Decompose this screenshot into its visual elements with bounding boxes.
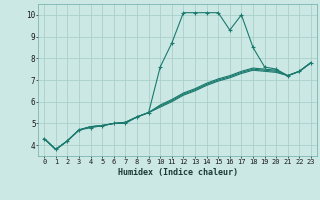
X-axis label: Humidex (Indice chaleur): Humidex (Indice chaleur) xyxy=(118,168,238,177)
